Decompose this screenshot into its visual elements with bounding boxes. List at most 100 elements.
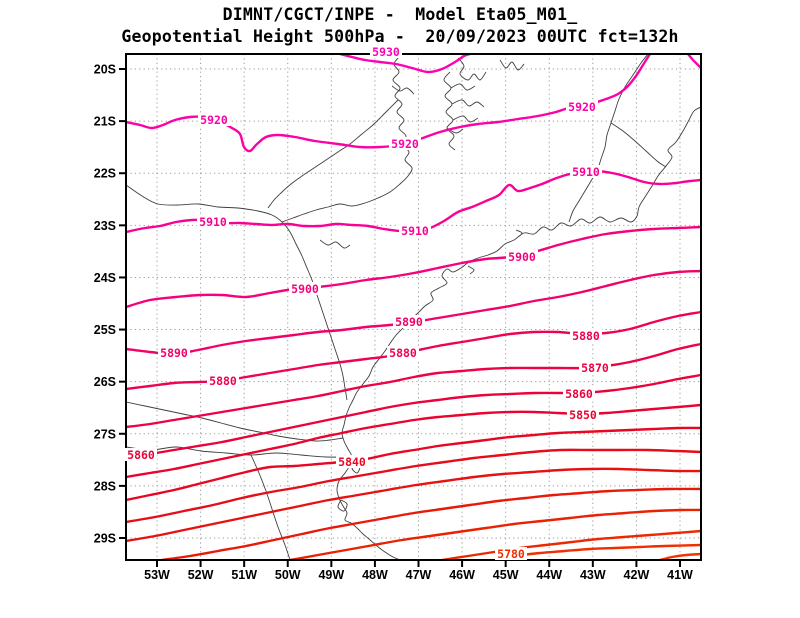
contour-label-mask <box>506 250 538 263</box>
contour-label-mask <box>370 45 402 58</box>
state-border-sc-rs <box>125 446 351 458</box>
contour-5830 <box>125 448 702 524</box>
y-tick-label: 29S <box>94 531 116 545</box>
grid-lines <box>126 54 701 560</box>
x-tick-label: 50W <box>275 568 301 582</box>
reservoir-furnas-4 <box>452 115 479 123</box>
contour-label-mask <box>289 282 321 295</box>
x-tick-label: 41W <box>667 568 693 582</box>
contour-label-mask <box>125 448 157 461</box>
contour-5930 <box>338 53 472 74</box>
axis-ticks <box>119 68 681 567</box>
map-outlines <box>125 53 702 561</box>
contour-5860 <box>125 373 702 459</box>
chart-title-line2: Geopotential Height 500hPa - 20/09/2023 … <box>121 27 679 46</box>
contour-label-5880: 5880 <box>572 329 600 343</box>
river-north-1 <box>457 57 487 81</box>
contour-label-5920: 5920 <box>391 137 419 151</box>
contour-5850 <box>125 403 702 479</box>
island-ilha-grande <box>515 229 523 238</box>
x-tick-label: 52W <box>188 568 214 582</box>
contour-label-5840: 5840 <box>338 455 366 469</box>
lagoon-laguna <box>337 499 348 512</box>
contour-label-mask <box>579 361 611 374</box>
y-tick-label: 23S <box>94 219 116 233</box>
contour-label-mask <box>570 329 602 342</box>
contour-label-5910: 5910 <box>199 215 227 229</box>
contour-5790 <box>440 529 702 561</box>
contour-label-mask <box>567 408 599 421</box>
x-tick-label: 44W <box>536 568 562 582</box>
contour-label-5850: 5850 <box>569 408 597 422</box>
contour-label-5930: 5930 <box>372 45 400 59</box>
contour-label-5860: 5860 <box>127 448 155 462</box>
contour-label-5890: 5890 <box>395 315 423 329</box>
contour-label-5900: 5900 <box>291 282 319 296</box>
contour-label-mask <box>387 346 419 359</box>
x-tick-label: 49W <box>318 568 344 582</box>
y-tick-label: 25S <box>94 323 116 337</box>
state-border-mg-rj <box>568 53 649 223</box>
contour-label-mask <box>197 215 229 228</box>
x-axis-labels: 53W 52W 51W 50W 49W 48W 47W 46W 45W 44W 43W 42W 41W <box>144 568 693 582</box>
plot-frame <box>125 53 702 561</box>
contour-label-5910: 5910 <box>401 224 429 238</box>
x-tick-label: 42W <box>624 568 650 582</box>
contour-5770 <box>658 552 702 561</box>
x-tick-label: 43W <box>580 568 606 582</box>
contour-5910 <box>125 169 702 234</box>
contour-5900 <box>125 225 702 309</box>
y-tick-label: 20S <box>94 63 116 77</box>
y-axis-labels: 20S 21S 22S 23S 24S 25S 26S 27S 28S 29S <box>94 63 116 546</box>
contour-label-mask <box>563 387 595 400</box>
contour-label-5920: 5920 <box>568 100 596 114</box>
contour-label-mask <box>566 100 598 113</box>
y-tick-label: 21S <box>94 115 116 129</box>
contour-5810 <box>160 487 702 561</box>
contour-5890 <box>125 269 702 356</box>
y-tick-label: 27S <box>94 427 116 441</box>
contour-5840 <box>125 426 702 502</box>
contour-label-5870: 5870 <box>581 361 609 375</box>
contour-label-mask <box>158 346 190 359</box>
x-tick-label: 53W <box>144 568 170 582</box>
x-tick-label: 51W <box>231 568 257 582</box>
reservoir-furnas-2 <box>450 83 476 91</box>
contour-label-5920: 5920 <box>200 113 228 127</box>
contour-lines <box>125 53 702 561</box>
contour-label-mask <box>393 315 425 328</box>
contour-label-mask <box>207 374 239 387</box>
river-north-2 <box>499 59 525 71</box>
contour-label-5780: 5780 <box>497 547 525 561</box>
island-sao-sebastiao <box>467 265 475 275</box>
contour-label-5900: 5900 <box>508 250 536 264</box>
contour-label-5880: 5880 <box>209 374 237 388</box>
contour-label-mask <box>495 547 527 560</box>
chart-title-line1: DIMNT/CGCT/INPE - Model Eta05_M01_ <box>222 5 578 24</box>
contour-5930 <box>686 53 702 70</box>
contour-label-mask <box>198 113 230 126</box>
contour-labels: 5930 5920 5920 5920 5910 5910 5910 5900 5900 5890… <box>125 45 611 561</box>
reservoir-furnas-3 <box>451 99 485 108</box>
contour-label-mask <box>570 165 602 178</box>
contour-label-5910: 5910 <box>572 165 600 179</box>
x-tick-label: 48W <box>362 568 388 582</box>
x-tick-label: 45W <box>493 568 519 582</box>
y-tick-label: 28S <box>94 479 116 493</box>
contour-label-mask <box>336 455 368 468</box>
coastline <box>336 106 702 561</box>
state-border-pr-sc <box>125 401 344 442</box>
state-border-mg-es <box>610 122 667 168</box>
reservoir-furnas-1 <box>443 71 456 151</box>
x-tick-label: 47W <box>406 568 432 582</box>
contour-label-5880: 5880 <box>389 346 417 360</box>
y-tick-label: 26S <box>94 375 116 389</box>
x-tick-label: 46W <box>449 568 475 582</box>
contour-label-mask <box>389 137 421 150</box>
river-rs <box>250 454 291 561</box>
river-paranapanema <box>319 239 351 249</box>
contour-label-5860: 5860 <box>565 387 593 401</box>
state-border-mg-sp-branch <box>267 99 399 209</box>
